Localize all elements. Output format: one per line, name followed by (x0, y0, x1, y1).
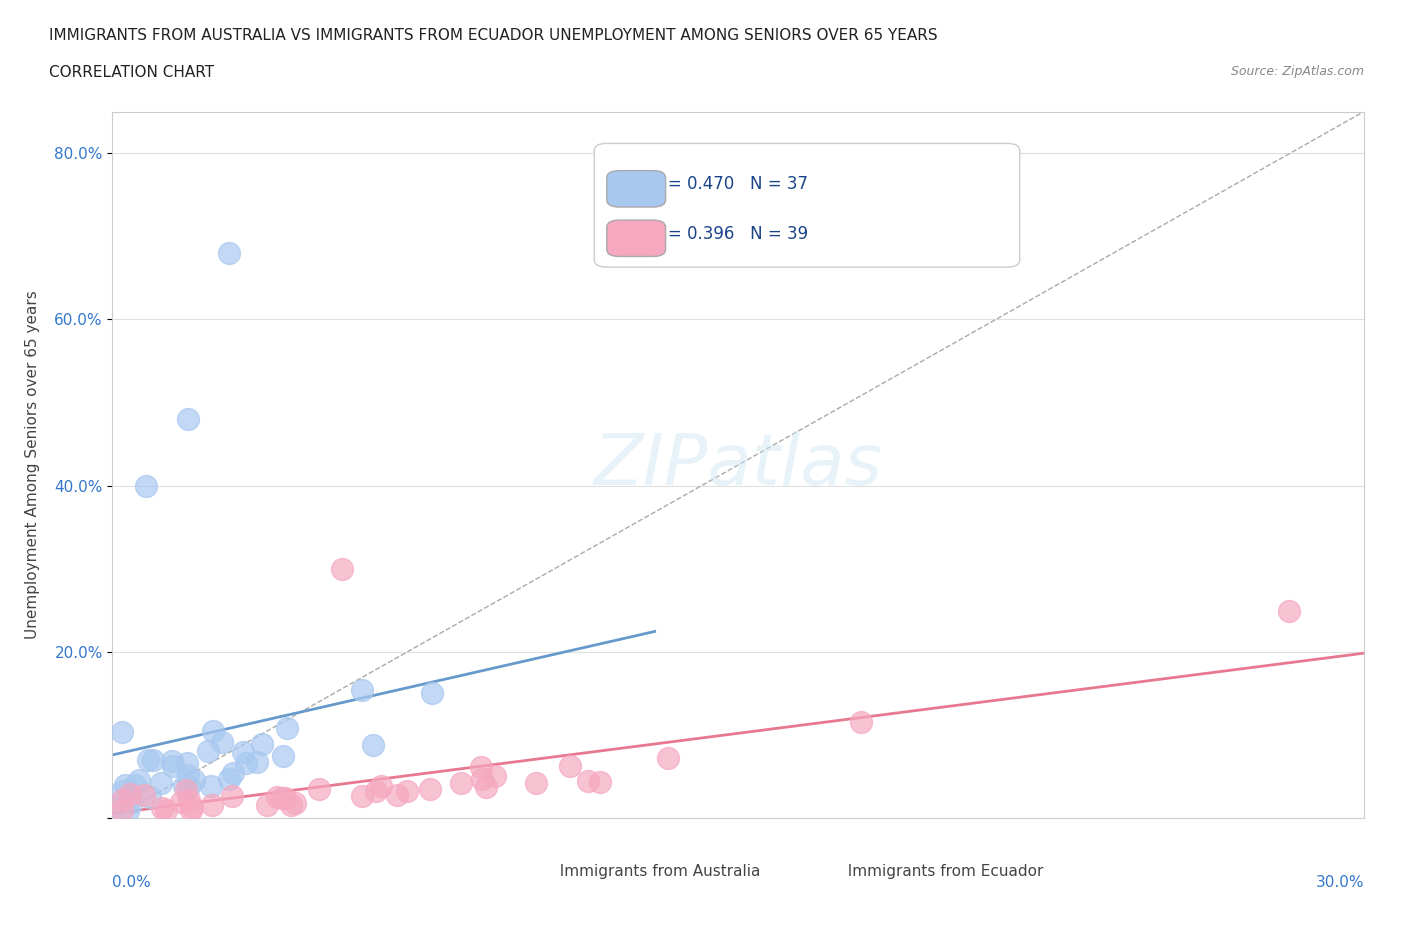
FancyBboxPatch shape (607, 220, 665, 257)
Point (419, 781, 441, 796)
Text: IMMIGRANTS FROM AUSTRALIA VS IMMIGRANTS FROM ECUADOR UNEMPLOYMENT AMONG SENIORS : IMMIGRANTS FROM AUSTRALIA VS IMMIGRANTS … (49, 28, 938, 43)
Point (470, 759, 492, 774)
Point (142, 753, 165, 768)
Text: Immigrants from Ecuador: Immigrants from Ecuador (838, 864, 1043, 880)
Point (395, 784, 418, 799)
Point (221, 789, 243, 804)
Text: Immigrants from Australia: Immigrants from Australia (550, 864, 761, 880)
Point (150, 801, 173, 816)
Point (138, 752, 160, 767)
Point (271, 790, 294, 805)
Point (170, 794, 193, 809)
Point (271, 749, 294, 764)
Point (450, 776, 472, 790)
Point (160, 754, 183, 769)
Point (177, 792, 200, 807)
Point (420, 686, 443, 701)
Point (111, 783, 134, 798)
Point (105, 798, 128, 813)
Point (657, 751, 679, 766)
Point (364, 783, 387, 798)
Point (250, 737, 273, 751)
Point (524, 776, 547, 790)
Text: 30.0%: 30.0% (1316, 875, 1364, 890)
Point (308, 781, 330, 796)
Point (276, 721, 298, 736)
Text: R = 0.396   N = 39: R = 0.396 N = 39 (651, 225, 807, 243)
FancyBboxPatch shape (595, 143, 1019, 267)
Point (179, 779, 201, 794)
Point (200, 778, 222, 793)
Point (280, 798, 302, 813)
Text: CORRELATION CHART: CORRELATION CHART (49, 65, 214, 80)
Point (218, 246, 240, 260)
Point (117, 804, 139, 818)
Point (284, 795, 307, 810)
Point (118, 787, 141, 802)
Point (183, 772, 205, 787)
Point (361, 737, 384, 752)
Point (274, 790, 297, 805)
Point (155, 803, 177, 817)
Point (162, 759, 184, 774)
Point (370, 778, 392, 793)
Point (849, 714, 872, 729)
Point (139, 790, 162, 804)
Point (111, 792, 134, 807)
Point (256, 798, 278, 813)
Point (111, 803, 134, 817)
Point (235, 755, 257, 770)
Point (111, 724, 134, 739)
Point (1278, 603, 1301, 618)
Point (135, 478, 157, 493)
Text: R = 0.470   N = 37: R = 0.470 N = 37 (651, 175, 807, 193)
Point (201, 798, 224, 813)
Point (173, 778, 195, 793)
Point (222, 766, 245, 781)
Point (176, 412, 198, 427)
Point (589, 775, 612, 790)
FancyBboxPatch shape (789, 850, 832, 882)
Point (266, 790, 288, 804)
Point (484, 768, 506, 783)
Point (180, 803, 202, 817)
Point (245, 754, 267, 769)
Text: Source: ZipAtlas.com: Source: ZipAtlas.com (1230, 65, 1364, 78)
Point (475, 779, 498, 794)
Point (211, 734, 233, 749)
Point (128, 773, 150, 788)
Point (114, 778, 136, 793)
Point (576, 774, 599, 789)
Point (352, 789, 374, 804)
Y-axis label: Unemployment Among Seniors over 65 years: Unemployment Among Seniors over 65 years (25, 291, 41, 640)
Point (471, 771, 494, 786)
Point (124, 777, 146, 792)
Point (330, 562, 353, 577)
Point (350, 683, 373, 698)
Point (174, 783, 197, 798)
Point (560, 759, 582, 774)
Point (176, 755, 198, 770)
Point (201, 724, 224, 738)
Point (218, 772, 240, 787)
Point (121, 794, 143, 809)
FancyBboxPatch shape (501, 850, 544, 882)
Point (197, 743, 219, 758)
Point (132, 788, 155, 803)
Text: ZIPatlas: ZIPatlas (593, 431, 883, 499)
Text: 0.0%: 0.0% (112, 875, 152, 890)
Point (232, 745, 254, 760)
FancyBboxPatch shape (607, 170, 665, 207)
Point (385, 788, 408, 803)
Point (181, 800, 204, 815)
Point (176, 767, 198, 782)
Point (150, 776, 173, 790)
